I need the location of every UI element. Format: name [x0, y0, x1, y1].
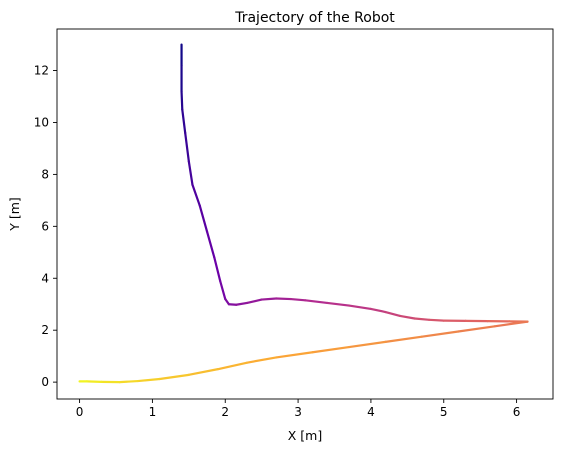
x-tick-label: 0	[76, 405, 84, 419]
trajectory-segment	[275, 351, 314, 359]
x-tick-label: 4	[367, 405, 375, 419]
trajectory-segment	[420, 330, 460, 338]
trajectory-segment	[158, 373, 190, 381]
y-tick-label: 10	[34, 115, 49, 129]
trajectory-segment	[398, 314, 416, 320]
y-tick-label: 0	[41, 375, 49, 389]
trajectory-segment	[205, 230, 216, 259]
trajectory-segment	[311, 345, 351, 354]
trajectory-segment	[384, 335, 423, 343]
trajectory-segment	[191, 183, 201, 207]
trajectory-segment	[246, 356, 278, 364]
x-tick-label: 5	[440, 405, 448, 419]
plot-frame	[56, 28, 554, 400]
trajectory-segment	[216, 361, 249, 371]
trajectory-segment	[428, 318, 445, 322]
trajectory-segment	[457, 325, 496, 333]
y-tick-label: 12	[34, 64, 49, 78]
trajectory-segment	[198, 204, 209, 233]
x-tick-label: 3	[294, 405, 302, 419]
trajectory-segment	[347, 340, 387, 349]
y-tick-label: 4	[41, 271, 49, 285]
trajectory-segment	[260, 297, 278, 301]
trajectory-segment	[246, 298, 263, 305]
trajectory-segment	[235, 301, 249, 306]
trajectory-segment	[493, 320, 529, 328]
y-axis-label: Y [m]	[7, 197, 22, 232]
trajectory-segment	[184, 131, 190, 163]
trajectory-segment	[219, 279, 227, 301]
y-axis: 0 2 4 6 8 10 12	[34, 64, 57, 389]
trajectory-segment	[136, 377, 161, 383]
trajectory-segment	[85, 380, 103, 383]
trajectory-segment	[326, 301, 351, 307]
trajectory-segment	[384, 310, 402, 318]
x-tick-label: 2	[221, 405, 229, 419]
trajectory-segment	[227, 303, 238, 306]
trajectory-line	[78, 43, 529, 384]
trajectory-segment	[187, 368, 220, 376]
trajectory-segment	[275, 297, 292, 301]
x-axis-label: X [m]	[288, 428, 322, 443]
chart-title: Trajectory of the Robot	[234, 10, 395, 26]
trajectory-segment	[347, 304, 373, 310]
trajectory-segment	[180, 90, 184, 111]
trajectory-segment	[289, 297, 307, 302]
x-axis: 0 1 2 3 4 5 6	[76, 399, 521, 419]
trajectory-segment	[369, 307, 387, 314]
trajectory-segment	[304, 299, 329, 305]
trajectory-segment	[118, 379, 139, 384]
x-tick-label: 6	[513, 405, 521, 419]
x-tick-label: 1	[149, 405, 157, 419]
y-tick-label: 6	[41, 219, 49, 233]
y-tick-label: 8	[41, 167, 49, 181]
trajectory-segment	[213, 256, 222, 282]
y-tick-label: 2	[41, 323, 49, 337]
trajectory-segment	[181, 108, 187, 134]
trajectory-segment	[187, 160, 194, 186]
trajectory-segment	[413, 317, 431, 321]
